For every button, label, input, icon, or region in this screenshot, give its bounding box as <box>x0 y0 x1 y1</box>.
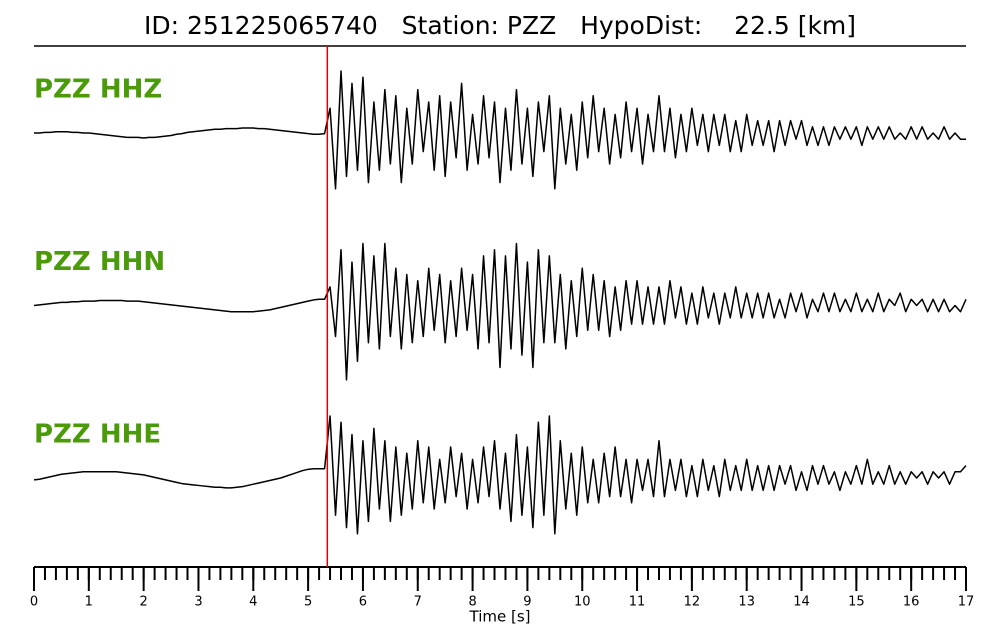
x-tick-label: 3 <box>194 595 202 610</box>
x-tick-label: 11 <box>629 595 646 610</box>
x-tick-label: 1 <box>85 595 93 610</box>
waveform <box>33 415 967 535</box>
x-tick-label: 5 <box>304 595 312 610</box>
x-tick-label: 8 <box>468 595 476 610</box>
x-tick-label: 9 <box>523 595 531 610</box>
chart-title: ID: 251225065740 Station: PZZ HypoDist: … <box>144 11 856 40</box>
x-tick-label: 16 <box>903 595 920 610</box>
x-tick-label: 7 <box>414 595 422 610</box>
x-tick-label: 15 <box>848 595 865 610</box>
x-tick-label: 4 <box>249 595 257 610</box>
waveform <box>33 242 967 381</box>
trace-label: PZZ HHN <box>34 247 165 277</box>
x-tick-label: 13 <box>738 595 755 610</box>
x-tick-label: 6 <box>359 595 367 610</box>
waveform <box>34 70 966 190</box>
trace-label: PZZ HHZ <box>34 75 162 105</box>
x-tick-label: 17 <box>958 595 975 610</box>
x-tick-label: 12 <box>684 595 701 610</box>
x-tick-label: 14 <box>793 595 810 610</box>
x-axis-label: Time [s] <box>469 608 531 626</box>
x-tick-label: 0 <box>30 595 38 610</box>
x-tick-label: 2 <box>140 595 148 610</box>
trace-label: PZZ HHE <box>34 420 161 450</box>
x-tick-label: 10 <box>574 595 591 610</box>
